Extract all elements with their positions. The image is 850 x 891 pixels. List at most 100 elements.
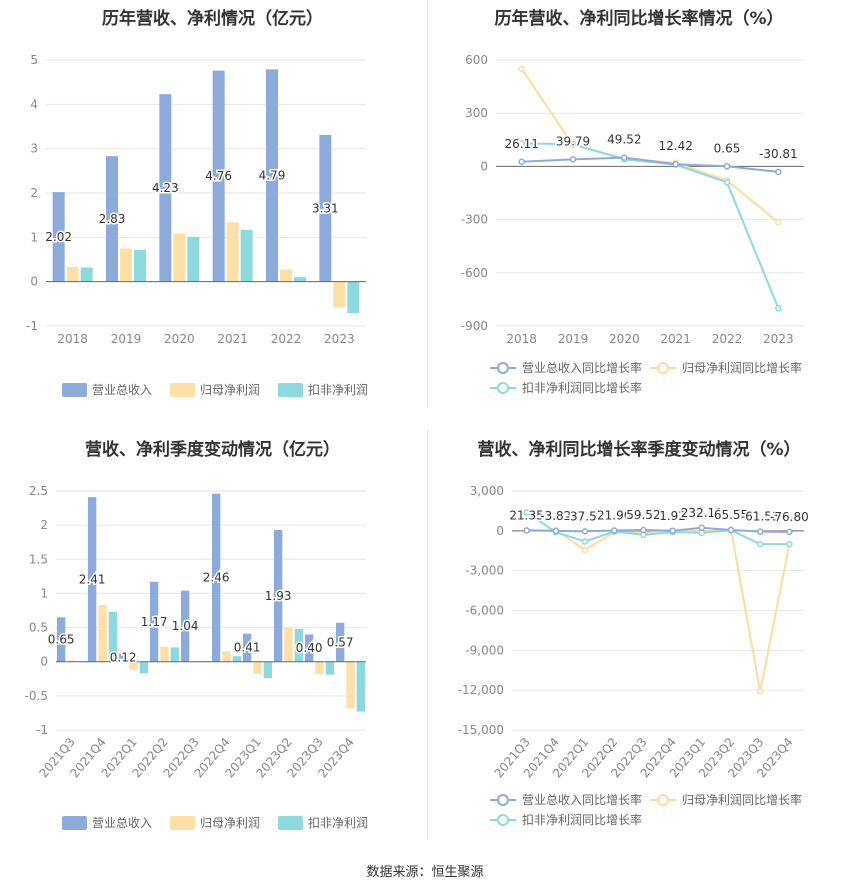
data-label-7: 1.93 [265, 589, 292, 603]
y-tick-label: -900 [461, 319, 488, 333]
data-label-1: 2.83 [99, 212, 126, 226]
y-tick-label: 2.5 [29, 484, 48, 498]
legend-label-1: 归母净利润 [200, 816, 260, 830]
legend-swatch-2 [278, 383, 303, 397]
series-line-2 [526, 511, 790, 546]
data-label-6: 232.11 [681, 506, 723, 520]
bar-2-5 [232, 656, 242, 662]
legend-swatch-1 [170, 816, 195, 830]
y-tick-label: 0 [480, 159, 488, 173]
bar-0-4 [180, 590, 190, 662]
bar-1-9 [346, 661, 355, 709]
point-0-0 [523, 527, 530, 534]
y-tick-label: -0.5 [25, 689, 48, 703]
bar-0-4 [266, 69, 278, 282]
y-tick-label: -9,000 [465, 643, 504, 657]
bar-2-1 [134, 249, 146, 282]
x-tick-label: 2019 [111, 332, 142, 346]
chart-title: 营收、净利同比增长率季度变动情况（%） [477, 440, 801, 460]
data-label-5: 2.46 [203, 571, 230, 585]
point-2-4 [723, 179, 731, 186]
data-label-1: 2.41 [79, 572, 106, 586]
x-tick-label: 2022 [712, 332, 743, 346]
legend-marker-1 [657, 794, 669, 806]
data-label-8: -61.53 [741, 510, 780, 524]
data-label-2: 0.12 [110, 651, 137, 665]
point-2-8 [756, 540, 764, 548]
x-tick-label: 2020 [164, 332, 195, 346]
y-tick-label: 0 [30, 275, 38, 289]
point-1-8 [756, 688, 764, 695]
bar-1-0 [66, 267, 79, 282]
data-label-4: 4.79 [259, 168, 286, 182]
point-2-9 [786, 540, 793, 548]
series-line-0 [521, 156, 779, 173]
bar-0-5 [211, 493, 221, 662]
data-label-5: 3.31 [312, 201, 339, 215]
bar-1-0 [67, 660, 76, 662]
x-tick-label: 2023 [324, 332, 355, 346]
bar-0-8 [304, 634, 314, 662]
bar-2-0 [80, 267, 93, 282]
data-label-4: 59.52 [626, 508, 660, 522]
point-0-1 [569, 156, 577, 163]
x-tick-label: 2021 [217, 332, 248, 346]
data-label-7: 65.55 [714, 508, 748, 522]
point-1-5 [775, 219, 782, 226]
bar-0-9 [335, 622, 345, 662]
bar-0-0 [56, 617, 66, 662]
bar-1-2 [129, 661, 138, 670]
bar-0-6 [242, 633, 252, 662]
y-tick-label: -15,000 [458, 723, 504, 737]
data-label-1: 39.79 [556, 134, 590, 148]
y-tick-label: 1 [40, 586, 48, 600]
point-1-0 [518, 65, 525, 73]
chart-plot: 600 300 0 -300 -600 -900 2018 2019 2020 2021 2022 2… [461, 53, 804, 395]
point-0-2 [621, 154, 628, 161]
legend-label-0: 营业总收入同比增长率 [522, 792, 642, 807]
y-tick-label: -6,000 [465, 604, 504, 618]
bar-0-1 [87, 497, 97, 662]
bar-0-1 [106, 156, 118, 282]
data-label-6: 0.41 [234, 641, 261, 655]
y-tick-label: 0 [40, 655, 48, 669]
point-0-3 [610, 527, 618, 534]
bar-1-7 [284, 627, 293, 662]
series-line-1 [526, 528, 791, 692]
point-0-5 [669, 527, 676, 535]
x-tick-label: 2023 [763, 332, 794, 346]
legend-label-2: 扣非净利润 [308, 816, 368, 830]
bar-0-2 [159, 94, 172, 282]
point-0-9 [786, 528, 793, 536]
data-label-3: 1.17 [141, 615, 168, 629]
y-tick-label: -1 [26, 319, 38, 333]
bar-2-2 [187, 236, 200, 282]
bar-2-3 [240, 229, 253, 282]
bar-1-1 [98, 605, 107, 662]
y-tick-label: 3,000 [470, 484, 504, 498]
data-label-5: -30.81 [759, 147, 798, 161]
chart-title: 历年营收、净利情况（亿元） [102, 9, 323, 29]
point-2-1 [569, 140, 577, 148]
chart-plot: 2.521.510.50-0.5-12021Q32021Q42022Q12022… [25, 484, 368, 830]
y-tick-label: 300 [465, 106, 488, 120]
data-label-2: -37.51 [566, 509, 605, 523]
data-label-5: 1.92 [659, 509, 686, 523]
legend-label-2: 扣非净利润同比增长率 [522, 380, 642, 395]
y-tick-label: -1 [36, 723, 48, 737]
point-0-4 [640, 526, 647, 534]
legend-label-0: 营业总收入 [92, 383, 152, 397]
y-tick-label: 600 [465, 53, 488, 67]
x-tick-label: 2022 [271, 332, 302, 346]
x-tick-label: 2018 [506, 332, 537, 346]
legend-marker-2 [497, 382, 509, 394]
data-label-0: 21.35 [509, 509, 543, 523]
bar-1-1 [120, 248, 132, 282]
chart-annual-growth-rate: 历年营收、净利同比增长率情况（%） 600 300 0 -300 -600 -900 201… [428, 0, 850, 410]
data-label-9: -76.80 [770, 510, 809, 524]
bar-1-6 [253, 661, 262, 675]
bar-2-5 [347, 281, 360, 314]
point-0-7 [727, 526, 735, 534]
data-label-2: 4.23 [152, 181, 179, 195]
y-tick-label: 4 [30, 97, 38, 111]
